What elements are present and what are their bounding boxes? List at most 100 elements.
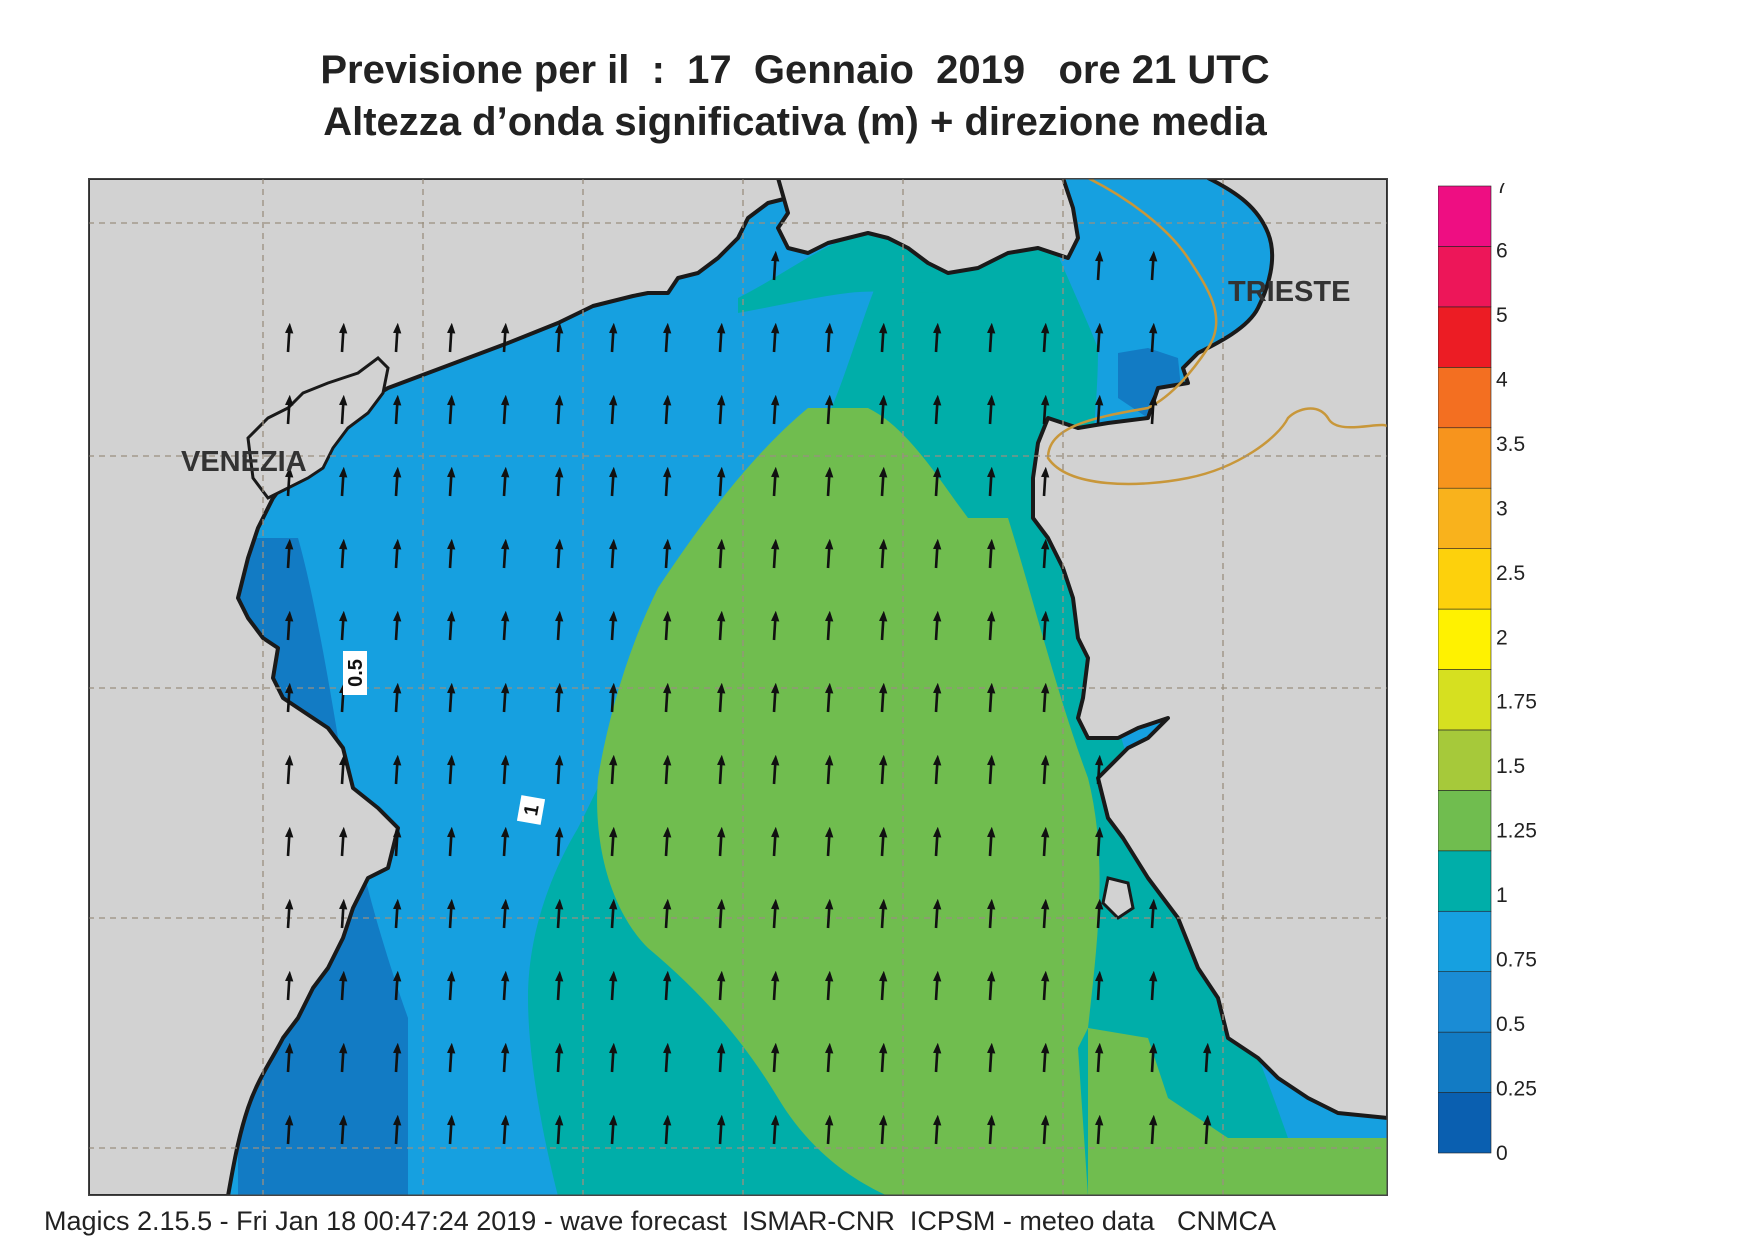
- wave-direction-arrow: [771, 970, 780, 1001]
- title-line-1: Previsione per il : 17 Gennaio 2019 ore …: [320, 48, 1270, 92]
- wave-direction-arrow: [879, 1114, 888, 1145]
- title-line-2: Altezza d’onda significativa (m) + direz…: [323, 100, 1267, 144]
- wave-direction-arrow: [393, 1042, 402, 1073]
- wave-direction-arrow: [825, 1042, 834, 1073]
- legend-tick-label: 7: [1496, 183, 1508, 198]
- wave-direction-arrow: [1149, 250, 1158, 281]
- wave-direction-arrow: [609, 466, 618, 497]
- wave-direction-arrow: [879, 898, 888, 929]
- wave-direction-arrow: [771, 754, 780, 785]
- wave-direction-arrow: [987, 682, 996, 713]
- wave-direction-arrow: [825, 1114, 834, 1145]
- legend-swatch: [1438, 367, 1492, 429]
- wave-direction-arrow: [555, 754, 564, 785]
- wave-direction-arrow: [717, 394, 726, 425]
- wave-direction-arrow: [501, 322, 510, 353]
- legend-swatch: [1438, 608, 1492, 670]
- wave-direction-arrow: [393, 1114, 402, 1145]
- wave-direction-arrow: [771, 538, 780, 569]
- legend-tick-label: 0.75: [1496, 949, 1537, 972]
- legend-tick-label: 1.5: [1496, 755, 1525, 778]
- wave-direction-arrow: [933, 682, 942, 713]
- wave-direction-arrow: [1041, 1042, 1050, 1073]
- wave-direction-arrow: [663, 754, 672, 785]
- wave-direction-arrow: [609, 322, 618, 353]
- wave-direction-arrow: [1095, 898, 1104, 929]
- wave-direction-arrow: [1095, 322, 1104, 353]
- legend-swatch: [1438, 790, 1492, 852]
- wave-direction-arrow: [447, 970, 456, 1001]
- wave-direction-arrow: [663, 538, 672, 569]
- wave-direction-arrow: [555, 394, 564, 425]
- legend-tick-label: 0: [1496, 1142, 1508, 1163]
- wave-direction-arrow: [663, 394, 672, 425]
- wave-direction-arrow: [933, 1042, 942, 1073]
- wave-zone-1-1.25-north: [738, 234, 968, 313]
- wave-direction-arrow: [879, 394, 888, 425]
- wave-direction-arrow: [447, 826, 456, 857]
- wave-direction-arrow: [987, 322, 996, 353]
- wave-direction-arrow: [609, 394, 618, 425]
- wave-direction-arrow: [393, 394, 402, 425]
- wave-direction-arrow: [1149, 970, 1158, 1001]
- wave-direction-arrow: [825, 394, 834, 425]
- legend-tick-label: 3.5: [1496, 433, 1525, 456]
- wave-direction-arrow: [1149, 898, 1158, 929]
- wave-direction-arrow: [555, 322, 564, 353]
- wave-direction-arrow: [555, 1114, 564, 1145]
- wave-direction-arrow: [1041, 826, 1050, 857]
- legend-swatch: [1438, 971, 1492, 1033]
- wave-direction-arrow: [285, 754, 294, 785]
- wave-direction-arrow: [771, 466, 780, 497]
- wave-direction-arrow: [825, 466, 834, 497]
- wave-direction-arrow: [285, 898, 294, 929]
- wave-direction-arrow: [825, 322, 834, 353]
- wave-direction-arrow: [447, 754, 456, 785]
- wave-direction-arrow: [663, 826, 672, 857]
- wave-direction-arrow: [555, 898, 564, 929]
- wave-direction-arrow: [609, 970, 618, 1001]
- wave-direction-arrow: [285, 538, 294, 569]
- wave-direction-arrow: [1095, 970, 1104, 1001]
- legend-tick-label: 1.75: [1496, 691, 1537, 714]
- wave-direction-arrow: [879, 538, 888, 569]
- legend-tick-label: 0.5: [1496, 1013, 1525, 1036]
- wave-direction-arrow: [555, 970, 564, 1001]
- wave-direction-arrow: [285, 1114, 294, 1145]
- wave-direction-arrow: [393, 682, 402, 713]
- wave-direction-arrow: [447, 610, 456, 641]
- wave-direction-arrow: [447, 682, 456, 713]
- wave-direction-arrow: [609, 682, 618, 713]
- legend-swatch: [1438, 185, 1492, 247]
- wave-direction-arrow: [663, 1042, 672, 1073]
- wave-direction-arrow: [1041, 898, 1050, 929]
- wave-direction-arrow: [1041, 1114, 1050, 1145]
- wave-direction-arrow: [501, 1042, 510, 1073]
- legend-tick-label: 4: [1496, 368, 1508, 391]
- wave-direction-arrow: [987, 466, 996, 497]
- wave-direction-arrow: [987, 898, 996, 929]
- legend-swatch: [1438, 1092, 1492, 1154]
- wave-direction-arrow: [933, 754, 942, 785]
- wave-direction-arrow: [609, 1042, 618, 1073]
- legend-tick-label: 2: [1496, 626, 1508, 649]
- wave-direction-arrow: [1041, 610, 1050, 641]
- wave-direction-arrow: [339, 898, 348, 929]
- wave-direction-arrow: [825, 898, 834, 929]
- wave-direction-arrow: [771, 1114, 780, 1145]
- wave-direction-arrow: [1095, 1042, 1104, 1073]
- wave-direction-arrow: [987, 1114, 996, 1145]
- wave-direction-arrow: [1095, 394, 1104, 425]
- wave-direction-arrow: [933, 898, 942, 929]
- legend-swatch: [1438, 1031, 1492, 1093]
- wave-direction-arrow: [339, 466, 348, 497]
- wave-direction-arrow: [1095, 754, 1104, 785]
- wave-direction-arrow: [339, 754, 348, 785]
- legend-swatch: [1438, 306, 1492, 368]
- wave-direction-arrow: [501, 826, 510, 857]
- wave-direction-arrow: [555, 538, 564, 569]
- wave-direction-arrow: [1203, 1114, 1212, 1145]
- wave-direction-arrow: [1095, 250, 1104, 281]
- wave-direction-arrow: [717, 538, 726, 569]
- graticule: [88, 178, 1388, 1196]
